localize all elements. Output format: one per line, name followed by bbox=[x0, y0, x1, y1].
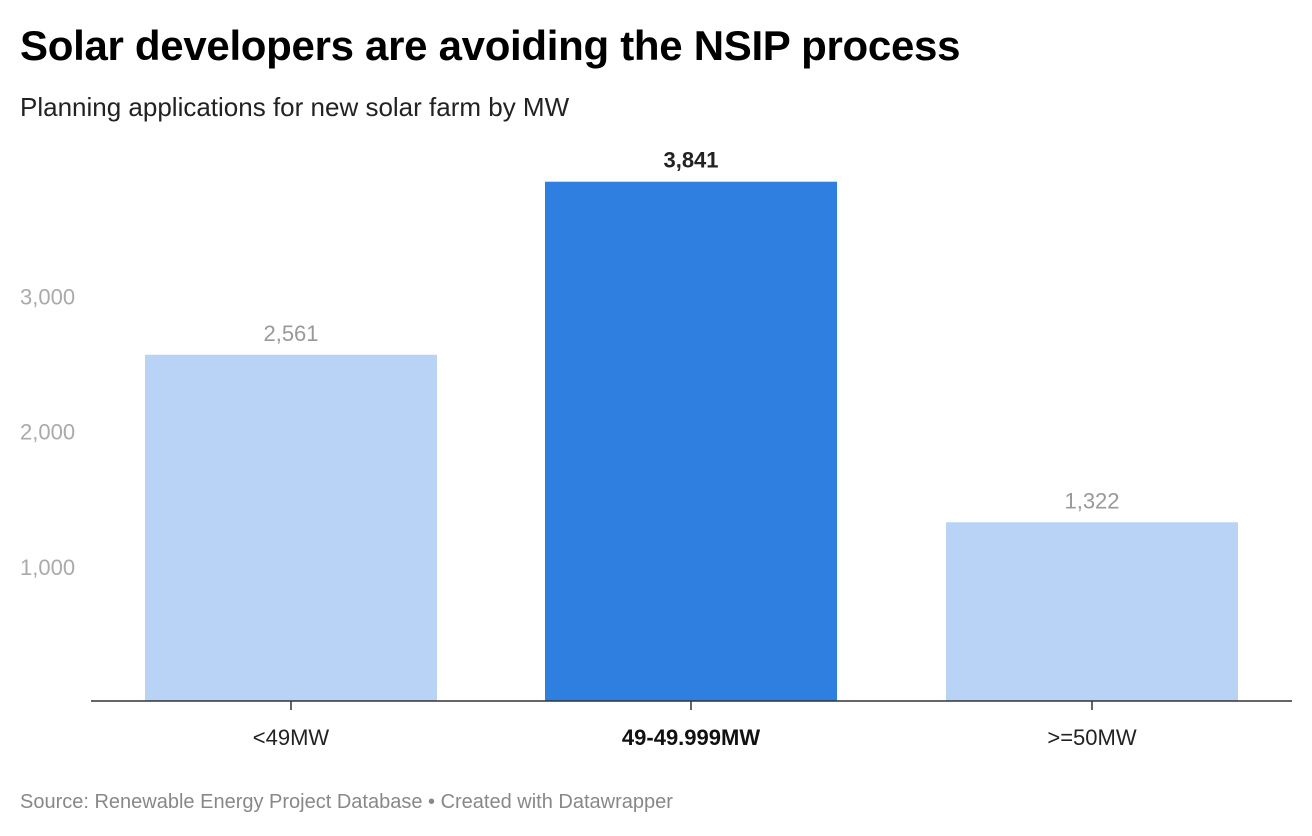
y-tick-label: 3,000 bbox=[20, 284, 75, 309]
bar-value-label: 2,561 bbox=[263, 321, 318, 346]
bar-value-label: 3,841 bbox=[663, 148, 718, 173]
bar bbox=[946, 522, 1238, 701]
y-tick-label: 2,000 bbox=[20, 420, 75, 445]
source-credit: Source: Renewable Energy Project Databas… bbox=[20, 791, 673, 813]
bar bbox=[145, 354, 437, 701]
y-tick-label: 1,000 bbox=[20, 555, 75, 580]
x-category-label: 49-49.999MW bbox=[622, 725, 760, 750]
bar-chart: 1,000 2,000 3,000 2,561 <49MW 3,841 49-49.999M… bbox=[20, 148, 1292, 750]
chart-title: Solar developers are avoiding the NSIP p… bbox=[20, 22, 961, 69]
chart-subtitle: Planning applications for new solar farm… bbox=[20, 92, 570, 122]
bar-value-label: 1,322 bbox=[1064, 488, 1119, 513]
x-category-label: <49MW bbox=[253, 725, 330, 750]
bar bbox=[545, 181, 837, 702]
x-category-label: >=50MW bbox=[1047, 725, 1136, 750]
